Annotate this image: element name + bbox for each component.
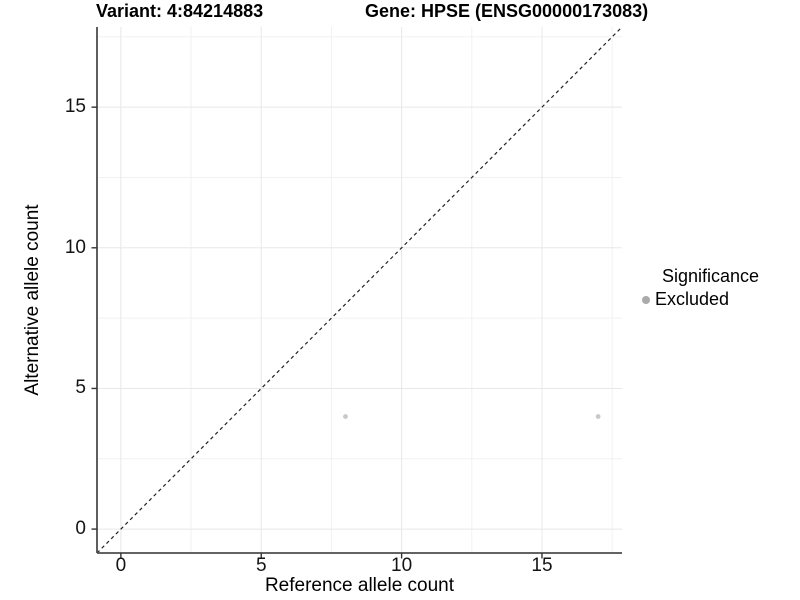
y-tick-label: 5 xyxy=(75,377,86,399)
legend-title: Significance xyxy=(662,266,760,286)
x-tick-label: 10 xyxy=(391,555,413,576)
identity-dashed-line xyxy=(96,27,623,554)
legend: Significance Excluded xyxy=(640,266,759,310)
legend-item-label: Excluded xyxy=(655,289,730,309)
legend-point-icon xyxy=(642,295,650,304)
x-tick-label: 15 xyxy=(531,555,553,576)
y-tick-label: 10 xyxy=(64,236,86,258)
data-point xyxy=(595,414,601,419)
y-tick-label: 0 xyxy=(75,518,86,540)
plot-panel xyxy=(91,27,623,559)
legend-item: Excluded xyxy=(640,289,759,310)
x-tick-label: 0 xyxy=(115,555,127,576)
data-point xyxy=(343,414,348,419)
plot-title-gene: Gene: HPSE (ENSG00000173083) xyxy=(365,1,649,21)
legend-items: Excluded xyxy=(640,289,759,310)
x-tick-label: 5 xyxy=(255,555,267,576)
plot-title-variant: Variant: 4:84214883 xyxy=(96,1,264,21)
y-tick-label: 15 xyxy=(64,96,86,118)
y-axis-title: Alternative allele count xyxy=(22,204,43,396)
x-axis-title: Reference allele count xyxy=(264,575,455,596)
